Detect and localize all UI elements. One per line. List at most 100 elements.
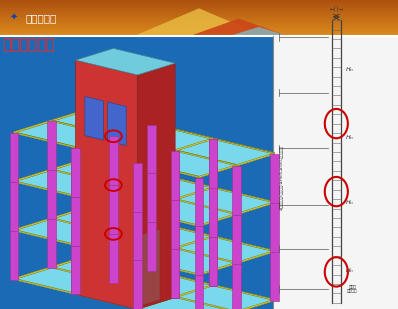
Polygon shape (109, 136, 118, 185)
Polygon shape (76, 293, 137, 308)
Polygon shape (113, 270, 151, 283)
Polygon shape (52, 169, 113, 185)
Polygon shape (113, 281, 175, 298)
Polygon shape (175, 199, 237, 215)
Polygon shape (90, 206, 151, 221)
Polygon shape (76, 184, 113, 197)
Text: $H_n$: $H_n$ (345, 65, 354, 74)
Polygon shape (113, 172, 151, 185)
Polygon shape (175, 286, 275, 309)
Polygon shape (199, 262, 237, 275)
Polygon shape (151, 172, 213, 188)
Polygon shape (151, 123, 213, 138)
Text: ≥柱纵筋尺寸(箍筋面积)≥Hn/6,≥500,箍筋最大值: ≥柱纵筋尺寸(箍筋面积)≥Hn/6,≥500,箍筋最大值 (279, 145, 283, 210)
Polygon shape (209, 237, 217, 286)
Polygon shape (191, 19, 287, 36)
Polygon shape (137, 249, 237, 275)
Polygon shape (171, 151, 179, 200)
Polygon shape (175, 285, 213, 298)
Polygon shape (113, 184, 175, 199)
Polygon shape (14, 230, 76, 246)
Text: $H_n$: $H_n$ (345, 266, 354, 275)
Polygon shape (14, 268, 113, 294)
Polygon shape (14, 218, 52, 231)
Polygon shape (76, 135, 113, 148)
Polygon shape (175, 138, 213, 151)
Text: 基础顶
箍筋配置: 基础顶 箍筋配置 (347, 285, 357, 294)
Polygon shape (52, 108, 90, 121)
Polygon shape (133, 163, 142, 212)
Polygon shape (52, 169, 113, 184)
Polygon shape (113, 270, 151, 283)
Polygon shape (137, 308, 199, 309)
Polygon shape (175, 150, 237, 165)
Polygon shape (52, 120, 113, 136)
Polygon shape (47, 219, 56, 268)
Polygon shape (175, 188, 275, 215)
Polygon shape (10, 182, 18, 231)
Polygon shape (199, 165, 237, 178)
Polygon shape (175, 285, 213, 298)
Polygon shape (270, 203, 279, 252)
Polygon shape (147, 173, 156, 222)
Polygon shape (137, 63, 175, 309)
Polygon shape (151, 270, 213, 285)
Polygon shape (135, 8, 263, 36)
Polygon shape (52, 218, 113, 234)
Polygon shape (270, 154, 279, 203)
Text: $H_n$: $H_n$ (345, 198, 354, 207)
Polygon shape (113, 173, 213, 200)
Polygon shape (175, 199, 237, 214)
Polygon shape (14, 132, 76, 148)
Polygon shape (71, 246, 80, 294)
Polygon shape (90, 157, 151, 173)
Polygon shape (76, 244, 137, 260)
Polygon shape (151, 270, 213, 286)
Polygon shape (147, 173, 156, 222)
Polygon shape (209, 237, 217, 286)
Polygon shape (237, 251, 275, 264)
Polygon shape (76, 283, 175, 309)
Polygon shape (237, 251, 275, 264)
Polygon shape (109, 185, 118, 234)
Polygon shape (14, 121, 113, 148)
Polygon shape (76, 135, 113, 148)
Polygon shape (175, 150, 237, 166)
Polygon shape (171, 151, 179, 200)
Polygon shape (209, 139, 217, 188)
Polygon shape (85, 110, 94, 159)
Polygon shape (14, 169, 52, 182)
Polygon shape (52, 120, 113, 135)
Polygon shape (137, 259, 199, 274)
Polygon shape (175, 139, 275, 166)
Polygon shape (195, 226, 203, 275)
Polygon shape (199, 214, 237, 226)
Polygon shape (213, 138, 275, 154)
Polygon shape (14, 278, 76, 293)
Polygon shape (90, 255, 151, 270)
Polygon shape (52, 218, 113, 233)
Polygon shape (52, 255, 90, 268)
Polygon shape (76, 244, 137, 259)
Polygon shape (237, 153, 275, 166)
Polygon shape (213, 285, 275, 301)
Polygon shape (76, 136, 175, 163)
Polygon shape (113, 135, 175, 151)
Polygon shape (52, 206, 90, 219)
Polygon shape (76, 60, 137, 309)
Polygon shape (113, 281, 175, 296)
Text: $H_n$: $H_n$ (345, 133, 354, 142)
Polygon shape (113, 123, 151, 136)
Polygon shape (232, 264, 241, 309)
Text: ←┤├→: ←┤├→ (329, 6, 343, 12)
Polygon shape (76, 184, 113, 197)
Polygon shape (52, 256, 151, 283)
Polygon shape (113, 135, 175, 150)
Polygon shape (137, 200, 237, 226)
Polygon shape (76, 281, 113, 294)
Polygon shape (137, 248, 175, 260)
Polygon shape (113, 123, 151, 136)
Polygon shape (171, 200, 179, 249)
Polygon shape (175, 296, 237, 309)
Polygon shape (109, 234, 118, 283)
